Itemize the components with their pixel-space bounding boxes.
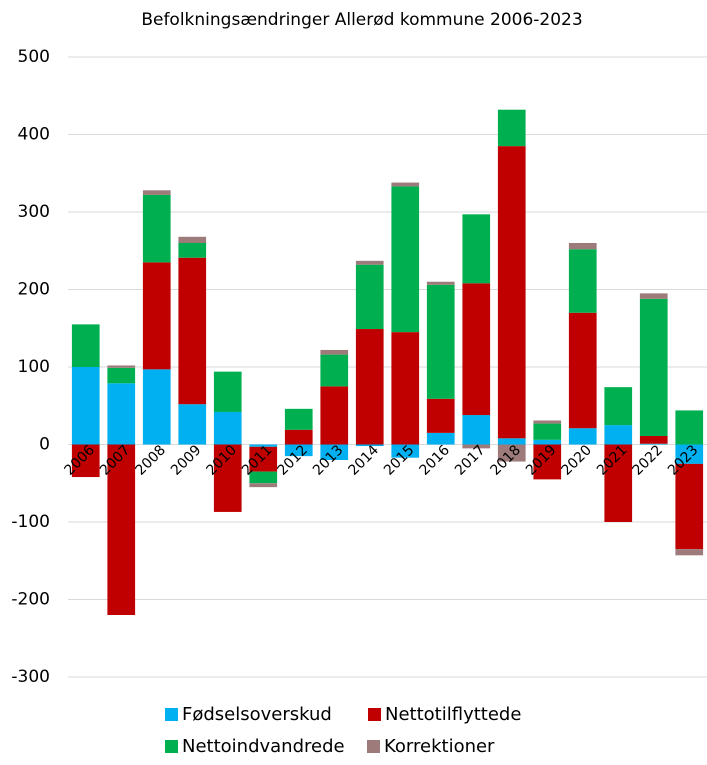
bar-segment bbox=[639, 435, 668, 444]
bar-segment bbox=[533, 420, 562, 424]
bar-segment bbox=[213, 411, 242, 445]
legend-swatch bbox=[368, 708, 381, 721]
bar-segment bbox=[249, 471, 278, 484]
legend-swatch bbox=[367, 740, 380, 753]
bar-segment bbox=[107, 383, 136, 445]
bar-segment bbox=[71, 367, 100, 445]
bar-segment bbox=[284, 429, 313, 445]
bar-segment bbox=[604, 444, 633, 522]
y-tick-label: 300 bbox=[18, 202, 50, 222]
x-tick-label: 2020 bbox=[558, 442, 595, 479]
y-tick-label: -100 bbox=[11, 512, 50, 532]
bar-segment bbox=[533, 423, 562, 440]
bar-segment bbox=[107, 365, 136, 368]
bar-segment bbox=[178, 243, 207, 258]
bar-segment bbox=[142, 194, 171, 263]
bar-segment bbox=[355, 329, 384, 445]
bar-segment bbox=[320, 444, 349, 460]
y-tick-label: -200 bbox=[11, 590, 50, 610]
bar-segment bbox=[462, 283, 491, 416]
y-tick-label: 0 bbox=[39, 435, 50, 455]
bar-segment bbox=[497, 444, 526, 462]
bar-segment bbox=[639, 298, 668, 436]
bar-segment bbox=[497, 109, 526, 147]
legend-swatch bbox=[165, 708, 178, 721]
chart-title: Befolkningsændringer Allerød kommune 200… bbox=[141, 10, 582, 30]
bar-segment bbox=[355, 444, 384, 447]
bar-segment bbox=[533, 439, 562, 445]
bar-segment bbox=[604, 425, 633, 445]
bar-segment bbox=[391, 182, 420, 187]
bar-segment bbox=[71, 324, 100, 367]
bar-segment bbox=[462, 214, 491, 284]
bar-segment bbox=[107, 367, 136, 384]
x-tick-label: 2016 bbox=[416, 442, 453, 479]
bar-segment bbox=[675, 463, 704, 550]
bar-segment bbox=[249, 483, 278, 488]
bar-segment bbox=[249, 446, 278, 472]
bar-segment bbox=[320, 386, 349, 445]
bar-segment bbox=[391, 444, 420, 458]
bar-segment bbox=[426, 432, 455, 445]
bar-segment bbox=[391, 186, 420, 333]
bar-segment bbox=[568, 249, 597, 313]
y-tick-label: 200 bbox=[18, 280, 50, 300]
y-tick-label: -300 bbox=[11, 667, 50, 687]
bar-segment bbox=[675, 410, 704, 445]
bar-segment bbox=[426, 284, 455, 399]
bar-segment bbox=[462, 415, 491, 445]
bar-segment bbox=[426, 281, 455, 285]
bar-segment bbox=[178, 404, 207, 445]
x-tick-label: 2014 bbox=[345, 442, 382, 479]
bar-segment bbox=[675, 549, 704, 556]
bar-segment bbox=[178, 257, 207, 405]
bar-segment bbox=[391, 332, 420, 445]
bar-segment bbox=[142, 262, 171, 370]
bar-segment bbox=[639, 443, 668, 445]
bar-segment bbox=[142, 190, 171, 195]
y-tick-label: 500 bbox=[18, 47, 50, 67]
bar-segment bbox=[568, 243, 597, 250]
y-tick-label: 100 bbox=[18, 357, 50, 377]
bar-segment bbox=[604, 387, 633, 426]
bar-segment bbox=[497, 438, 526, 445]
legend-swatch bbox=[165, 740, 178, 753]
bar-segment bbox=[639, 293, 668, 299]
bar-segment bbox=[107, 444, 136, 615]
bar-segment bbox=[462, 444, 491, 449]
legend-label: Korrektioner bbox=[384, 736, 495, 757]
bar-segment bbox=[142, 369, 171, 445]
x-tick-label: 2022 bbox=[629, 442, 666, 479]
x-tick-label: 2008 bbox=[132, 442, 169, 479]
bar-segment bbox=[497, 146, 526, 439]
bar-segment bbox=[284, 408, 313, 430]
bar-segment bbox=[178, 236, 207, 243]
bar-segment bbox=[320, 354, 349, 387]
bar-segment bbox=[533, 444, 562, 480]
bar-segment bbox=[320, 349, 349, 355]
bar-segment bbox=[284, 444, 313, 457]
y-tick-label: 400 bbox=[18, 125, 50, 145]
bar-segment bbox=[213, 371, 242, 412]
bar-segment bbox=[355, 260, 384, 265]
bar-segment bbox=[568, 428, 597, 445]
x-tick-label: 2009 bbox=[168, 442, 205, 479]
bar-segment bbox=[249, 444, 278, 447]
bar-segment bbox=[355, 264, 384, 330]
legend-label: Nettoindvandrede bbox=[182, 736, 345, 757]
bar-segment bbox=[568, 312, 597, 429]
bar-segment bbox=[213, 444, 242, 512]
bar-segment bbox=[675, 444, 704, 464]
bar-segment bbox=[426, 398, 455, 433]
legend-label: Nettotilflyttede bbox=[385, 704, 521, 725]
bar-segment bbox=[71, 444, 100, 478]
legend-label: Fødselsoverskud bbox=[182, 704, 332, 725]
